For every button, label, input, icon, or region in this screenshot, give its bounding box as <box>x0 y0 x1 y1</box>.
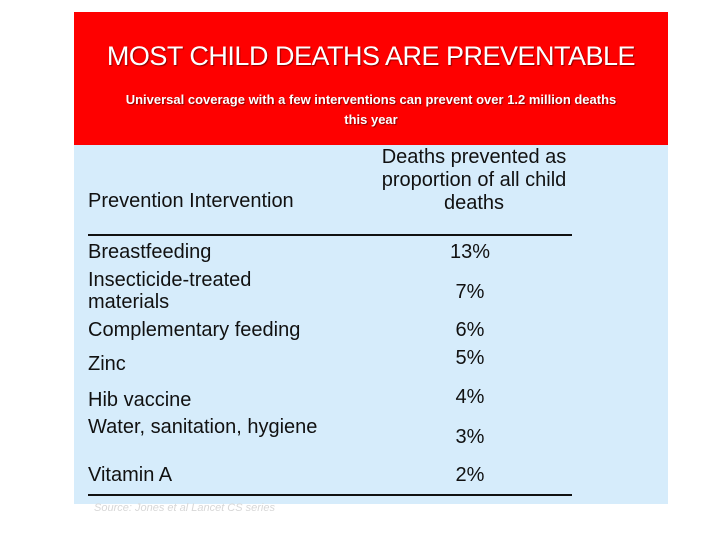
row-intervention: Insecticide-treated materials <box>88 269 252 313</box>
row-value: 7% <box>455 281 485 303</box>
row-value: 2% <box>455 464 485 486</box>
title-banner: MOST CHILD DEATHS ARE PREVENTABLE Univer… <box>74 12 668 145</box>
table-bottom-divider <box>88 494 572 496</box>
row-intervention: Breastfeeding <box>88 241 212 263</box>
row-value: 4% <box>455 386 485 408</box>
slide-subtitle: Universal coverage with a few interventi… <box>125 92 617 127</box>
column-header-deaths-prevented: Deaths prevented as proportion of all ch… <box>381 146 567 214</box>
slide-title: MOST CHILD DEATHS ARE PREVENTABLE <box>106 41 636 71</box>
source-note: Source: Jones et al Lancet CS series <box>94 502 275 514</box>
row-value: 3% <box>455 426 485 448</box>
row-intervention: Zinc <box>88 353 126 375</box>
row-value: 13% <box>449 241 491 263</box>
row-intervention: Complementary feeding <box>88 319 301 341</box>
table-header-divider <box>88 234 572 236</box>
row-value: 5% <box>455 347 485 369</box>
row-value: 6% <box>455 319 485 341</box>
row-intervention: Water, sanitation, hygiene <box>88 416 318 438</box>
column-header-intervention: Prevention Intervention <box>88 190 294 212</box>
row-intervention: Vitamin A <box>88 464 173 486</box>
row-intervention: Hib vaccine <box>88 389 192 411</box>
